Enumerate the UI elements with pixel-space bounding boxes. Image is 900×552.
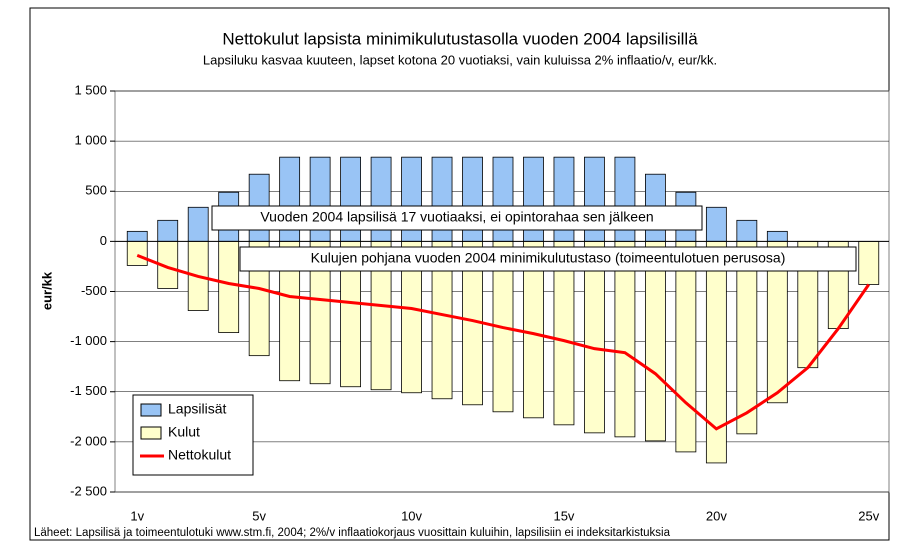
line (136, 254, 870, 431)
x-tick-label: 15v (553, 508, 574, 523)
y-tick-label: 1 000 (74, 133, 107, 148)
legend-swatch (140, 403, 162, 417)
legend-label: Kulut (168, 424, 200, 440)
y-tick-label: -1 000 (70, 333, 107, 348)
x-tick-label: 25v (858, 508, 879, 523)
annotation-box (211, 205, 703, 231)
legend-swatch (140, 426, 162, 440)
y-tick-label: -2 500 (70, 483, 107, 498)
x-tick-label: 5v (252, 508, 266, 523)
bar (126, 230, 148, 242)
x-tick-label: 10v (401, 508, 422, 523)
y-tick-label: -500 (81, 283, 107, 298)
chart-subtitle: Lapsiluku kasvaa kuuteen, lapset kotona … (203, 52, 717, 67)
bar (218, 240, 240, 334)
y-tick-label: 500 (85, 183, 107, 198)
y-tick-label: 1 500 (74, 82, 107, 97)
x-tick-label: 1v (130, 508, 144, 523)
y-axis-label: eur/kk (39, 271, 54, 310)
y-tick-label: 0 (100, 233, 107, 248)
bar (858, 240, 880, 285)
annotation: Vuoden 2004 lapsilisä 17 vuotiaaksi, ei … (260, 209, 653, 225)
y-tick-label: -1 500 (70, 383, 107, 398)
legend-label: Nettokulut (168, 447, 231, 463)
bar (157, 219, 179, 242)
y-tick-label: -2 000 (70, 433, 107, 448)
bar (736, 219, 758, 242)
x-tick-label: 20v (706, 508, 727, 523)
bar (126, 240, 148, 266)
legend-label: Lapsilisät (168, 401, 226, 417)
bar (766, 230, 788, 242)
annotation-box (239, 246, 857, 272)
bar (187, 206, 209, 242)
chart-title: Nettokulut lapsista minimikulutustasolla… (222, 29, 698, 48)
source: Läheet: Lapsilisä ja toimeentulotuki www… (34, 527, 671, 539)
annotation: Kulujen pohjana vuoden 2004 minimikulutu… (311, 250, 786, 266)
bar (705, 206, 727, 242)
bar (675, 240, 697, 453)
